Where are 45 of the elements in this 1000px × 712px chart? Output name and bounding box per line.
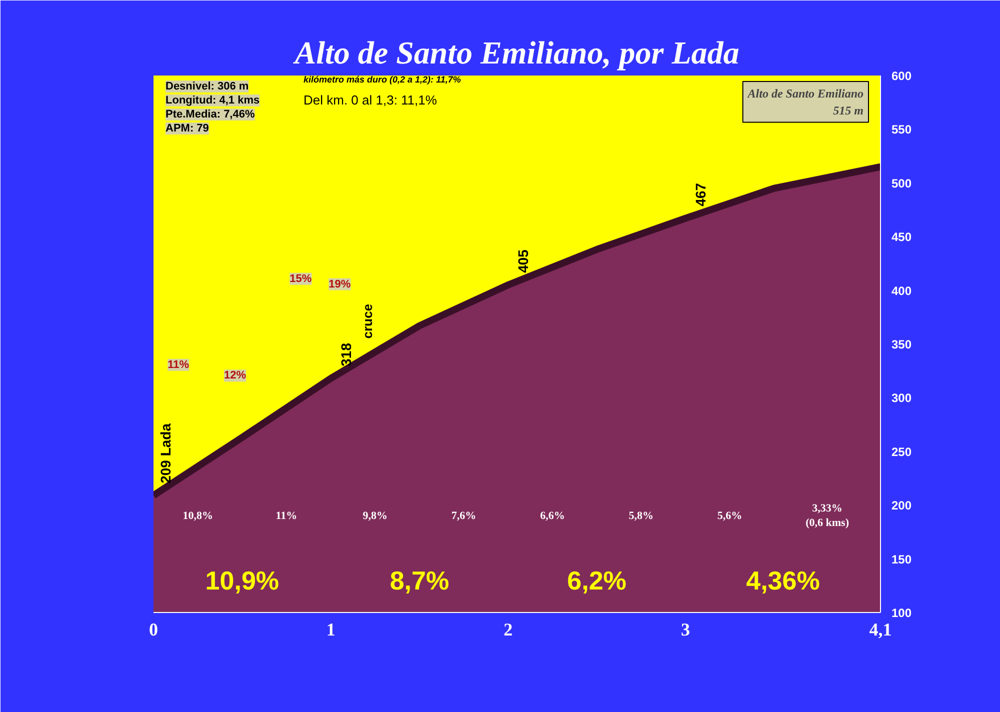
annotation: 6,6%	[540, 510, 565, 522]
annotation: 11%	[276, 510, 298, 522]
annotation: cruce	[360, 304, 376, 339]
annotation: 6,2%	[567, 565, 626, 596]
y-tick-label: 550	[892, 122, 912, 137]
annotation: 19%	[328, 278, 351, 290]
annotation: 3,33% (0,6 kms)	[806, 502, 850, 530]
y-tick-label: 600	[892, 69, 912, 83]
annotation: APM: 79	[166, 122, 209, 134]
annotation: 5,6%	[717, 510, 742, 522]
annotation: 10,9%	[205, 565, 280, 596]
annotation: 11%	[168, 358, 190, 371]
x-tick-label: 2	[504, 620, 513, 640]
annotation: Alto de Santo Emiliano 515 m	[746, 86, 864, 118]
annotation: 15%	[290, 272, 312, 285]
annotation: 9,8%	[362, 510, 388, 522]
x-tick-label: 4,1	[869, 620, 892, 640]
annotation: Del km. 0 al 1,3: 11,1%	[304, 92, 438, 108]
annotation: Longitud: 4,1 kms	[166, 94, 260, 106]
x-tick-label: 3	[680, 620, 690, 640]
x-tick-label: 1	[326, 620, 336, 640]
annotation: kilómetro más duro (0,2 a 1,2): 11,7%	[304, 74, 461, 84]
x-tick-label: 0	[149, 620, 158, 640]
y-tick-label: 200	[892, 498, 912, 513]
annotation: 5,8%	[628, 510, 654, 522]
annotation: 4,36%	[746, 565, 820, 596]
y-tick-label: 150	[892, 552, 912, 566]
annotation: Desnivel: 306 m	[166, 80, 249, 92]
annotation: Pte.Media: 7,46%	[166, 108, 255, 120]
annotation: 467	[692, 182, 708, 206]
y-tick-label: 350	[892, 338, 912, 352]
y-tick-label: 100	[892, 606, 912, 620]
annotation: 8,7%	[390, 565, 450, 596]
y-tick-label: 250	[892, 444, 912, 459]
annotation: 10,8%	[182, 510, 213, 522]
y-tick-label: 500	[892, 176, 912, 190]
annotation: 12%	[224, 370, 246, 382]
annotation: 7,6%	[451, 510, 476, 522]
y-tick-label: 400	[892, 284, 912, 298]
y-tick-label: 300	[892, 391, 912, 406]
y-tick-label: 450	[892, 230, 912, 244]
annotation: 405	[515, 249, 532, 273]
annotation: 318	[338, 342, 354, 366]
annotation: 209 Lada	[158, 423, 174, 484]
chart-title: Alto de Santo Emiliano, por Lada	[292, 34, 740, 70]
